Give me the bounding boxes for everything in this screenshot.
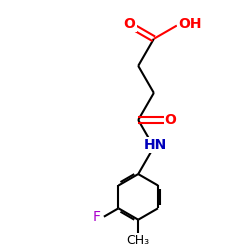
Text: CH₃: CH₃ [127, 234, 150, 247]
Text: OH: OH [178, 17, 202, 31]
Text: O: O [124, 17, 136, 31]
Text: F: F [92, 210, 100, 224]
Text: O: O [165, 113, 176, 127]
Text: HN: HN [144, 138, 167, 151]
